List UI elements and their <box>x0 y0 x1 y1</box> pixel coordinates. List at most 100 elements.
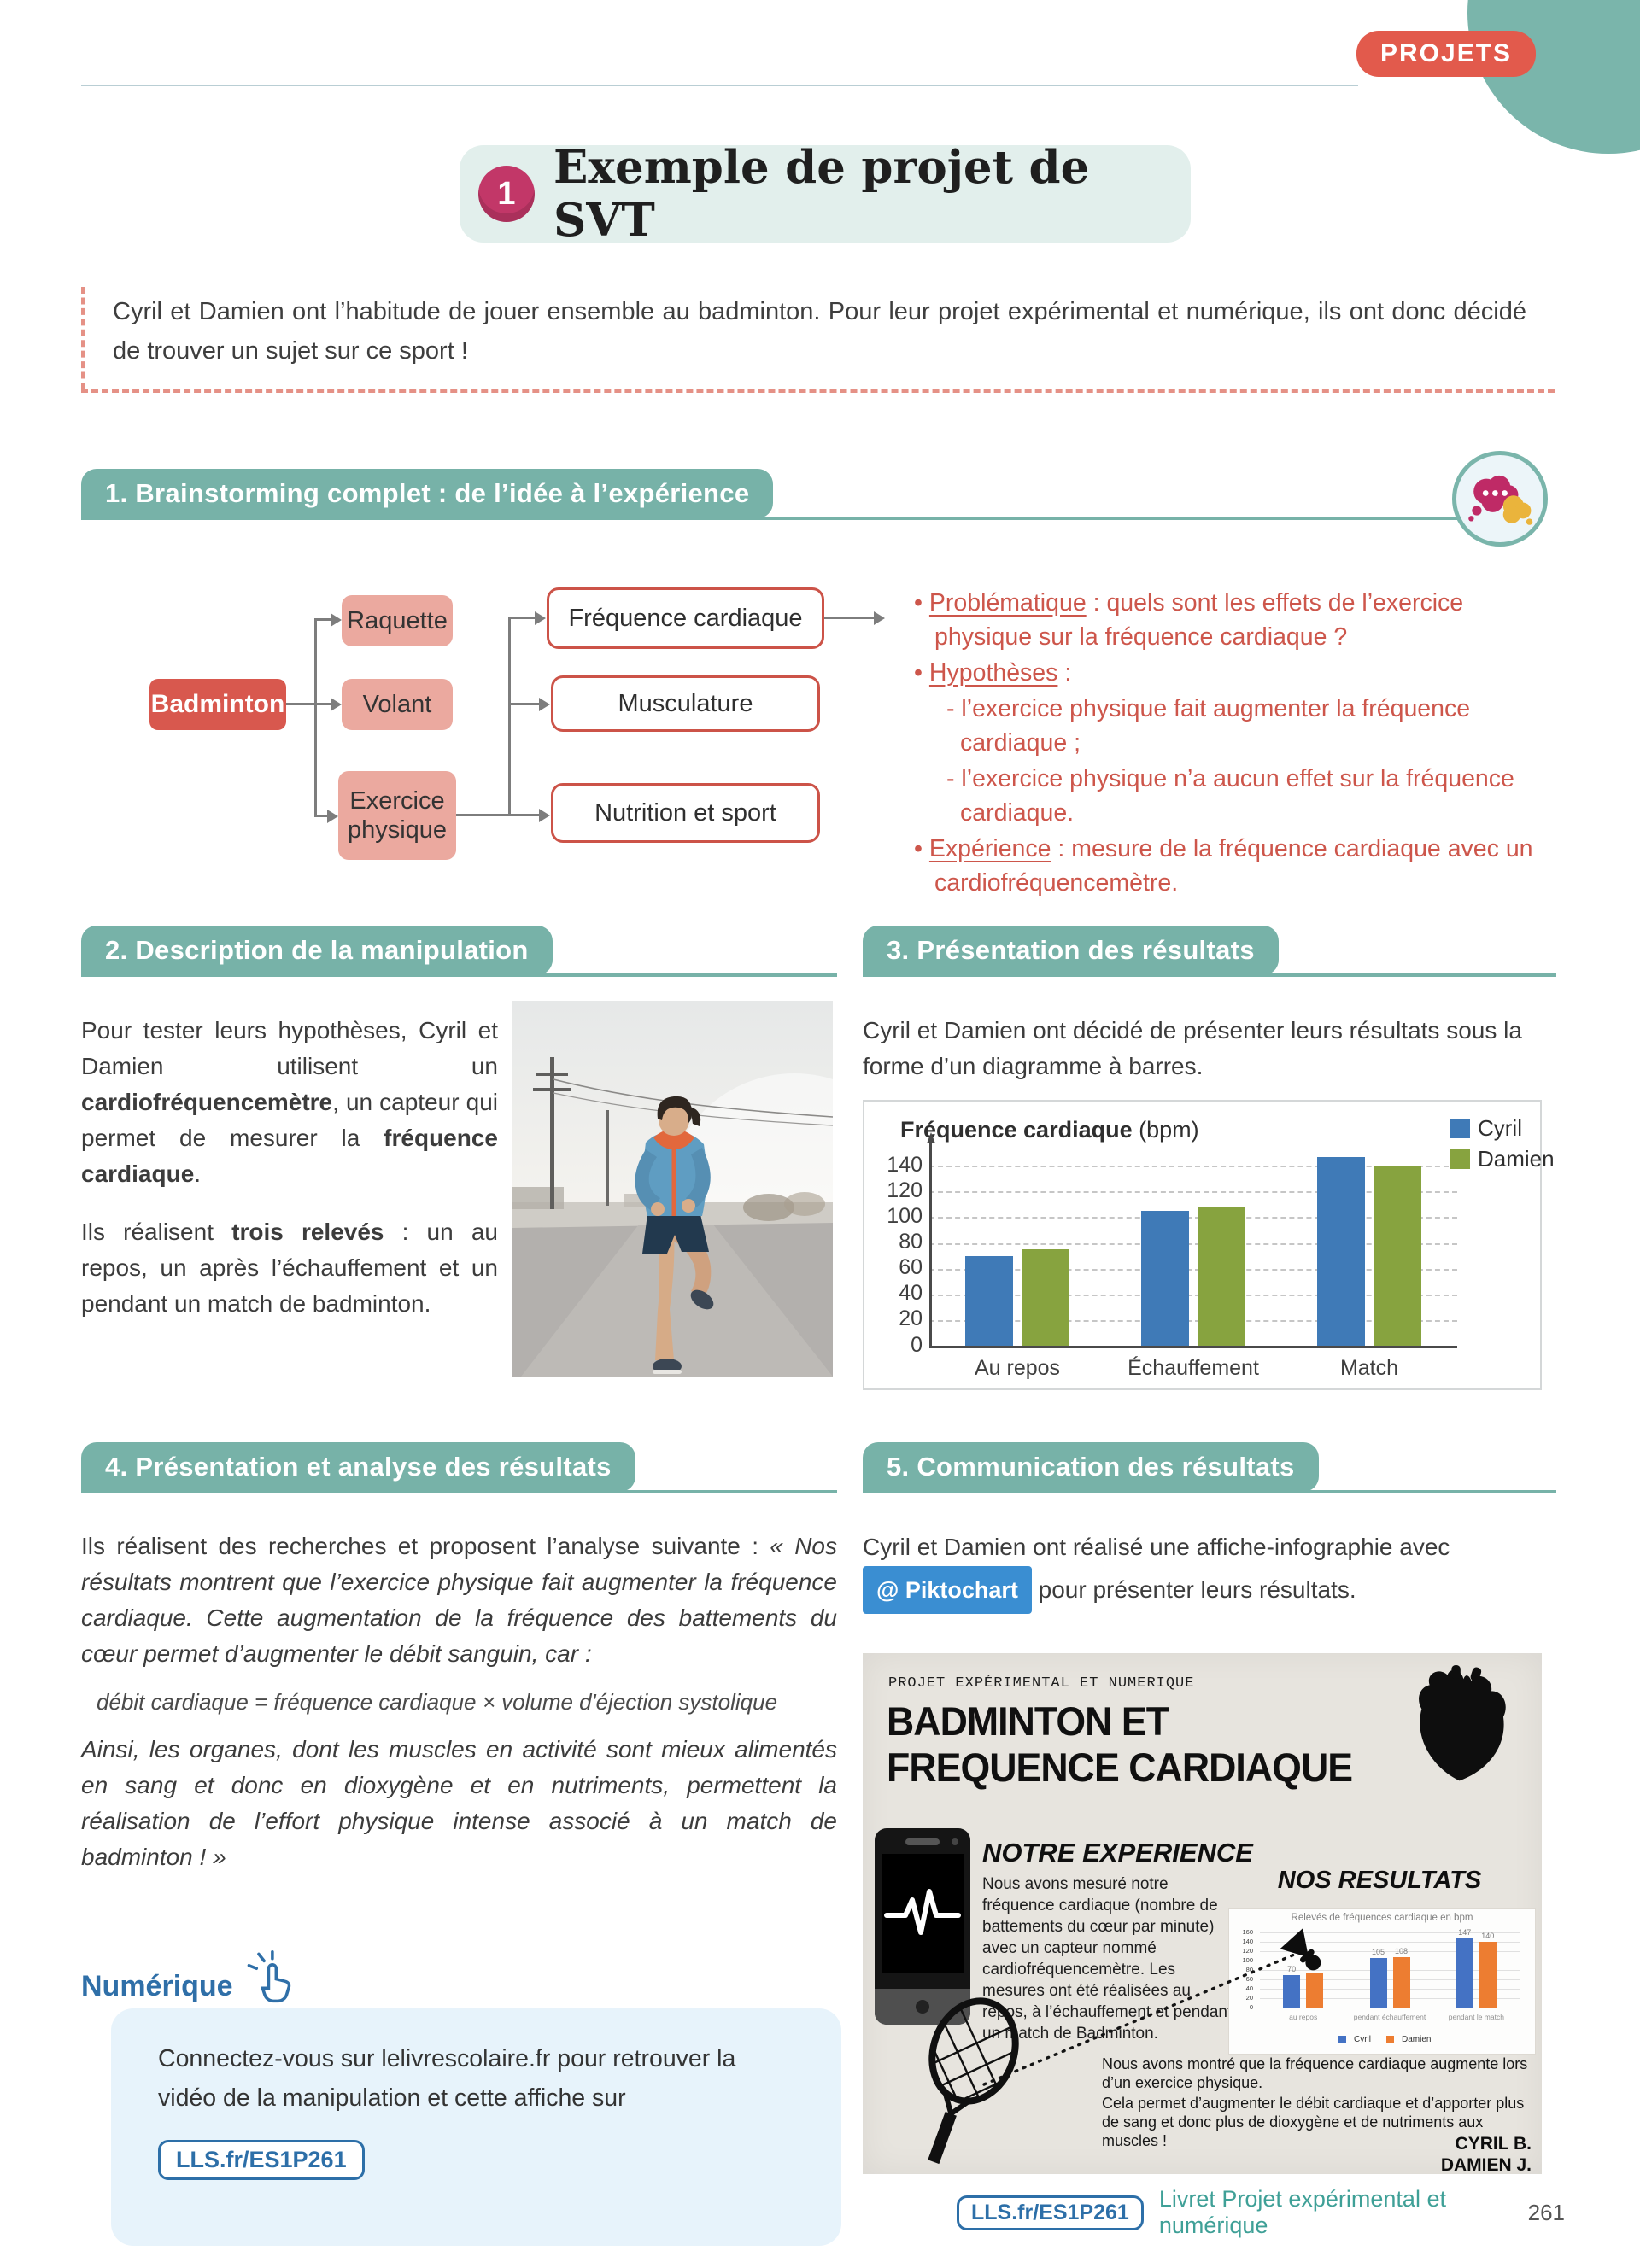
connector <box>456 814 508 816</box>
bar-Cyril-pendant le match <box>1456 1938 1473 2008</box>
thought-bubbles-icon <box>1468 475 1533 525</box>
y-axis <box>929 1143 932 1346</box>
bar-Damien-Au repos <box>1022 1249 1069 1346</box>
chart-title: Fréquence cardiaque (bpm) <box>900 1117 1199 1143</box>
jogger-illustration <box>512 1001 833 1377</box>
click-hand-icon <box>247 1950 290 2003</box>
y-tick-label: 60 <box>1245 1975 1253 1984</box>
legend-item: Damien <box>1386 2035 1431 2044</box>
poster-results-heading: NOS RESULTATS <box>1277 1867 1482 1894</box>
connector <box>286 703 314 705</box>
section5-header: 5. Communication des résultats <box>863 1442 1319 1492</box>
gridline <box>929 1294 1457 1296</box>
text: Ils réalisent <box>81 1219 232 1245</box>
bold-term: trois relevés <box>231 1219 384 1245</box>
poster-conclusion: Nous avons montré que la fréquence cardi… <box>1102 2055 1529 2152</box>
piktochart-badge[interactable]: @ Piktochart <box>863 1566 1032 1614</box>
quote-text: « Nos résultats montrent que l’exercice … <box>81 1533 837 1667</box>
bar-Cyril-au repos <box>1283 1974 1301 2008</box>
bar-Cyril-Match <box>1317 1156 1365 1346</box>
mini-chart-title: Relevés de fréquences cardiaque en bpm <box>1291 1913 1473 1923</box>
legend-swatch <box>1450 1119 1470 1138</box>
bar-value-label: 140 <box>1481 1932 1495 1940</box>
x-category-label: Au repos <box>974 1356 1061 1380</box>
bold-term: cardiofréquencemètre <box>81 1089 333 1115</box>
projets-badge: PROJETS <box>1356 31 1537 77</box>
heart-icon <box>1419 1665 1506 1781</box>
conclusion-line: Nous avons montré que la fréquence cardi… <box>1102 2055 1528 2091</box>
y-tick-label: 20 <box>899 1306 922 1331</box>
intro-left-dash <box>81 287 85 389</box>
bar-Damien-pendant le match <box>1479 1942 1496 2008</box>
dashed-pointer-line <box>982 1951 1300 2086</box>
hypothesis-item: l’exercice physique fait augmenter la fr… <box>914 692 1553 760</box>
gridline <box>929 1166 1457 1168</box>
gridline <box>1260 1998 1520 1999</box>
y-tick-label: 120 <box>1242 1947 1253 1955</box>
bar-chart-results: Fréquence cardiaque (bpm) 0 20 40 60 80 100 12… <box>863 1100 1555 1390</box>
chart-title-main: Fréquence cardiaque <box>900 1117 1133 1143</box>
legend-label: Damien <box>1402 2035 1432 2044</box>
section2-underline <box>81 973 837 977</box>
text: Cyril et Damien ont réalisé une affiche-… <box>863 1534 1450 1560</box>
hypothesis-item: l’exercice physique n’a aucun effet sur … <box>914 762 1553 830</box>
corner-circle-decoration <box>1467 0 1640 154</box>
page-title-block: 1 Exemple de projet de SVT <box>460 141 1191 247</box>
diagram-node-musculature: Musculature <box>551 675 820 732</box>
text: Ils réalisent des recherches et proposen… <box>81 1533 770 1559</box>
gridline <box>1260 1932 1520 1933</box>
x-category-label: Match <box>1339 1356 1399 1380</box>
gridline <box>929 1217 1457 1219</box>
gridline <box>1260 1970 1520 1971</box>
bar-Damien-Échauffement <box>1198 1207 1245 1346</box>
bullet-experience: Expérience : mesure de la fréquence card… <box>914 832 1553 900</box>
y-tick-label: 20 <box>1245 1994 1253 2002</box>
legend-swatch <box>1338 2036 1346 2043</box>
gridline <box>1260 1989 1520 1990</box>
signature-damien: DAMIEN J. <box>1440 2155 1532 2174</box>
diagram-node-badminton: Badminton <box>149 679 286 730</box>
y-axis-arrow <box>926 1132 935 1143</box>
racket-icon <box>918 1997 1028 2165</box>
diagram-node-nutrition: Nutrition et sport <box>551 783 820 843</box>
section3-header: 3. Présentation des résultats <box>863 926 1279 975</box>
lls-link[interactable]: LLS.fr/ES1P261 <box>158 2140 365 2180</box>
conclusion-line: Cela permet d’augmenter le débit cardiaq… <box>1102 2095 1525 2149</box>
legend-swatch <box>1386 2036 1394 2043</box>
phone-speaker <box>905 1838 940 1845</box>
connector <box>508 814 539 816</box>
y-tick-label: 100 <box>1242 1956 1253 1965</box>
arrowhead <box>874 611 885 625</box>
connector <box>314 703 331 705</box>
legend-label: Damien <box>1478 1146 1555 1172</box>
photo-jogger <box>512 1001 833 1377</box>
bullet-hypotheses: Hypothèses : <box>914 656 1553 690</box>
intro-bottom-dash <box>81 389 1555 393</box>
brainstorm-bubbles-icon <box>1452 451 1548 547</box>
gridline <box>1260 1942 1520 1943</box>
brainstorm-notes: Problématique : quels sont les effets de… <box>914 586 1553 902</box>
connector <box>508 617 535 619</box>
phone-home-button <box>916 2000 929 2014</box>
connector <box>508 617 511 816</box>
numerique-text: Connectez-vous sur lelivrescolaire.fr po… <box>158 2045 736 2112</box>
numerique-heading-row: Numérique <box>81 1950 298 2003</box>
connector <box>824 617 874 619</box>
bullet-label: Problématique <box>928 589 1086 617</box>
footer-lls-link[interactable]: LLS.fr/ES1P261 <box>957 2195 1144 2230</box>
smartphone-illustration <box>875 1828 970 2025</box>
text: : un au repos, un après l’échauffement e… <box>81 1219 498 1317</box>
bar-Damien-pendant échauffement <box>1392 1956 1410 2008</box>
connector <box>314 815 328 817</box>
page-title: Exemple de projet de SVT <box>554 141 1090 247</box>
legend-label: Cyril <box>1478 1115 1522 1141</box>
poster-experience-heading: NOTRE EXPERIENCE <box>982 1838 1253 1868</box>
gridline <box>1260 1951 1520 1952</box>
section1-header: 1. Brainstorming complet : de l’idée à l… <box>81 469 774 518</box>
y-tick-label: 0 <box>1249 2003 1253 2012</box>
top-divider <box>81 85 1358 86</box>
y-tick-label: 0 <box>911 1332 922 1357</box>
page-footer: LLS.fr/ES1P261 Livret Projet expérimenta… <box>957 2186 1565 2239</box>
gridline <box>929 1319 1457 1322</box>
